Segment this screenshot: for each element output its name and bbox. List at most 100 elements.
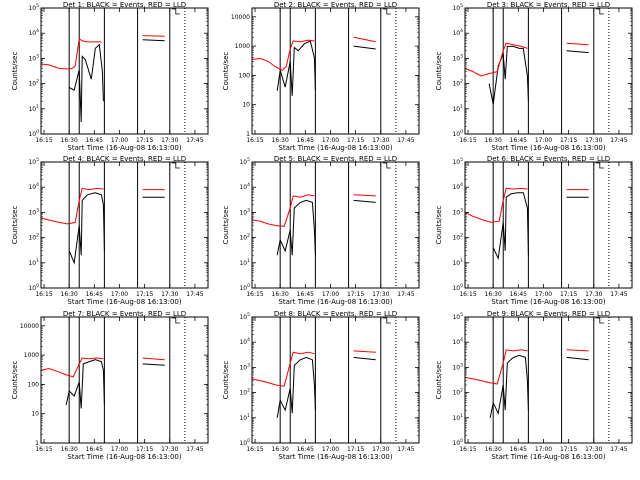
x-tick-label: 16:15: [35, 137, 52, 144]
y-tick-label: 1000: [24, 352, 39, 359]
x-tick-label: 17:00: [111, 291, 128, 298]
panel-title: Det 4: BLACK = Events, RED = LLD: [63, 155, 186, 163]
y-tick-label: 105: [28, 157, 39, 166]
y-tick-label: 104: [239, 182, 250, 191]
x-tick-label: 16:15: [459, 291, 476, 298]
x-tick-label: 16:30: [61, 446, 78, 453]
series-lld-line: [40, 187, 104, 225]
interval-bracket: [595, 8, 604, 15]
x-tick-label: 17:15: [347, 291, 364, 298]
x-tick-label: 17:45: [610, 137, 627, 144]
series-events-line: [68, 192, 105, 265]
y-tick-label: 105: [239, 157, 250, 166]
series-lld-line: [464, 42, 528, 77]
x-axis-label: Start Time (16-Aug-08 16:13:00): [278, 453, 392, 461]
detector-panel-3: Det 3: BLACK = Events, RED = LLD 100 101 10…: [435, 1, 633, 152]
plot-frame: [464, 161, 633, 289]
series-lld-line: [142, 357, 165, 361]
series-events-line: [276, 40, 316, 96]
x-axis-label: Start Time (16-Aug-08 16:13:00): [491, 298, 605, 306]
x-tick-label: 17:00: [111, 137, 128, 144]
series-events-line: [276, 199, 316, 256]
y-tick-label: 105: [28, 3, 39, 12]
panel-title: Det 3: BLACK = Events, RED = LLD: [487, 1, 610, 9]
x-tick-label: 16:15: [35, 291, 52, 298]
plot-frame: [464, 7, 633, 135]
series-events-line: [566, 50, 589, 54]
x-tick-label: 17:45: [610, 446, 627, 453]
y-tick-label: 100: [239, 72, 251, 79]
x-tick-label: 17:30: [161, 446, 178, 453]
series-lld-line: [40, 357, 104, 378]
x-tick-label: 17:15: [136, 291, 153, 298]
x-tick-label: 17:45: [397, 446, 414, 453]
y-tick-label: 101: [239, 258, 250, 267]
x-tick-label: 16:30: [485, 446, 502, 453]
x-tick-label: 16:30: [485, 291, 502, 298]
detector-panel-4: Det 4: BLACK = Events, RED = LLD 100 101 10…: [11, 155, 209, 306]
x-tick-label: 16:15: [246, 291, 263, 298]
y-tick-label: 104: [28, 28, 39, 37]
x-tick-label: 17:30: [372, 291, 389, 298]
x-tick-label: 17:30: [161, 137, 178, 144]
interval-bracket: [382, 162, 391, 169]
x-tick-label: 17:00: [111, 446, 128, 453]
y-tick-label: 105: [452, 157, 463, 166]
plot-frame: [40, 316, 209, 444]
series-lld-line: [353, 350, 376, 353]
x-tick-label: 16:45: [510, 291, 527, 298]
plot-frame: [251, 7, 420, 135]
x-axis-label: Start Time (16-Aug-08 16:13:00): [491, 144, 605, 152]
y-tick-label: 103: [28, 53, 39, 62]
y-axis-label: Counts/sec: [11, 52, 19, 91]
y-tick-label: 102: [452, 233, 463, 242]
detector-panel-2: Det 2: BLACK = Events, RED = LLD 1 10 100 10…: [222, 1, 420, 152]
series-events-line: [353, 45, 376, 50]
y-tick-label: 101: [452, 258, 463, 267]
series-lld-line: [566, 42, 589, 46]
y-tick-label: 104: [28, 182, 39, 191]
x-tick-label: 16:45: [510, 137, 527, 144]
y-tick-label: 102: [452, 388, 463, 397]
x-tick-label: 16:45: [297, 137, 314, 144]
plot-frame: [40, 161, 209, 289]
plot-frame: [40, 7, 209, 135]
y-tick-label: 104: [452, 28, 463, 37]
interval-bracket: [595, 317, 604, 324]
x-tick-label: 16:30: [272, 291, 289, 298]
y-tick-label: 10000: [20, 323, 39, 330]
y-tick-label: 101: [28, 258, 39, 267]
series-events-line: [68, 43, 104, 123]
panel-title: Det 2: BLACK = Events, RED = LLD: [274, 1, 397, 9]
x-tick-label: 17:45: [610, 291, 627, 298]
y-tick-label: 10: [31, 411, 39, 418]
plot-frame: [251, 316, 420, 444]
y-tick-label: 100: [28, 283, 39, 292]
y-tick-label: 103: [452, 207, 463, 216]
x-tick-label: 17:15: [136, 137, 153, 144]
series-events-line: [142, 363, 165, 366]
y-axis-label: Counts/sec: [435, 52, 443, 91]
y-tick-label: 100: [239, 438, 250, 447]
x-tick-label: 16:15: [246, 137, 263, 144]
series-lld-line: [464, 187, 528, 223]
x-tick-label: 16:30: [485, 137, 502, 144]
series-lld-line: [353, 194, 376, 197]
interval-bracket: [171, 8, 180, 15]
interval-bracket: [171, 317, 180, 324]
y-tick-label: 101: [452, 413, 463, 422]
x-tick-label: 17:45: [397, 291, 414, 298]
y-tick-label: 100: [452, 283, 463, 292]
series-events-line: [492, 192, 529, 261]
plot-frame: [464, 316, 633, 444]
x-tick-label: 17:45: [186, 446, 203, 453]
series-events-line: [353, 199, 376, 203]
y-tick-label: 104: [452, 182, 463, 191]
x-axis-label: Start Time (16-Aug-08 16:13:00): [67, 298, 181, 306]
x-tick-label: 16:15: [246, 446, 263, 453]
y-tick-label: 105: [452, 312, 463, 321]
x-tick-label: 16:45: [297, 291, 314, 298]
panel-title: Det 6: BLACK = Events, RED = LLD: [487, 155, 610, 163]
y-tick-label: 10000: [231, 14, 250, 21]
x-tick-label: 16:45: [297, 446, 314, 453]
